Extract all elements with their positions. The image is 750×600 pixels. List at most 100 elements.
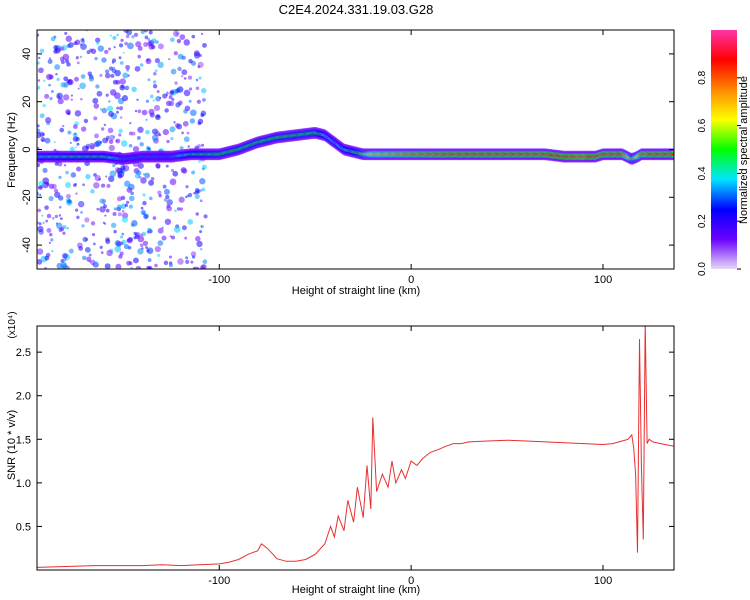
noise-point <box>173 51 178 56</box>
noise-point <box>199 178 206 185</box>
noise-point <box>39 113 45 119</box>
noise-point <box>99 245 103 249</box>
noise-point <box>116 33 119 37</box>
noise-point <box>165 164 169 168</box>
noise-point <box>44 205 49 210</box>
noise-point <box>197 160 201 163</box>
noise-point <box>66 227 69 230</box>
noise-point <box>188 99 192 103</box>
noise-point <box>195 212 199 216</box>
noise-point <box>164 218 172 225</box>
noise-point <box>78 246 84 251</box>
noise-point <box>146 227 152 233</box>
noise-point <box>112 79 118 85</box>
noise-point <box>147 147 151 151</box>
noise-point <box>154 69 158 73</box>
snr-y-tick-label: 0.5 <box>16 521 31 533</box>
noise-point <box>185 256 189 260</box>
noise-point <box>178 196 185 203</box>
noise-point <box>148 108 155 115</box>
noise-point <box>183 39 191 46</box>
noise-point <box>108 134 115 141</box>
noise-point <box>184 236 188 240</box>
noise-point <box>70 94 74 97</box>
noise-point <box>134 65 141 72</box>
noise-point <box>92 242 96 246</box>
noise-point <box>57 98 64 105</box>
noise-point <box>200 113 205 118</box>
noise-point <box>189 118 196 124</box>
noise-point <box>53 45 58 50</box>
noise-point <box>63 164 67 167</box>
noise-point <box>74 76 79 82</box>
noise-point <box>57 161 63 167</box>
noise-point <box>179 207 183 211</box>
noise-point <box>177 100 183 106</box>
noise-point <box>62 94 70 101</box>
noise-point <box>147 78 151 82</box>
noise-point <box>181 69 188 76</box>
noise-point <box>59 46 65 51</box>
noise-point <box>158 193 162 198</box>
noise-point <box>126 260 132 266</box>
noise-point <box>200 189 203 192</box>
spectrogram-marks <box>37 30 674 269</box>
noise-point <box>76 166 82 172</box>
noise-point <box>54 161 59 166</box>
noise-point <box>108 139 114 145</box>
spectrogram-y-axis-label: Frequency (Hz) <box>6 112 18 188</box>
noise-point <box>86 256 92 262</box>
noise-point <box>183 89 191 97</box>
noise-point <box>113 207 118 211</box>
noise-point <box>109 34 112 37</box>
noise-point <box>93 116 98 121</box>
noise-point <box>151 44 156 50</box>
spectrogram-x-tick-label: 0 <box>408 274 414 286</box>
noise-point <box>195 86 200 91</box>
noise-point <box>137 162 144 169</box>
snr-y-tick-label: 2.0 <box>16 391 31 403</box>
noise-point <box>169 126 176 133</box>
noise-point <box>156 90 160 93</box>
noise-point <box>190 251 197 257</box>
noise-point <box>200 224 204 229</box>
noise-point <box>108 47 111 51</box>
noise-point <box>37 124 40 128</box>
noise-point <box>148 196 153 201</box>
noise-point <box>153 72 157 76</box>
noise-point <box>109 170 117 178</box>
noise-point <box>48 83 51 87</box>
noise-point <box>100 127 105 131</box>
noise-point <box>79 55 82 58</box>
noise-point <box>195 266 200 269</box>
noise-point <box>66 110 71 115</box>
noise-point <box>108 144 115 152</box>
snr-y-axis-label: SNR (10 * v/v) <box>6 410 18 480</box>
noise-point <box>134 109 138 113</box>
spectrogram-x-ticks: -100 0 100 <box>208 30 612 286</box>
noise-point <box>200 32 204 36</box>
noise-point <box>152 99 155 102</box>
noise-point <box>166 204 171 209</box>
noise-point <box>193 191 196 195</box>
spectrogram-panel: -100 0 100 -40 -20 0 20 40 Height of straight … <box>6 29 675 297</box>
noise-point <box>168 100 175 107</box>
noise-point <box>104 214 107 217</box>
noise-point <box>119 251 124 256</box>
colorbar-tick-label: 0.4 <box>697 166 708 180</box>
noise-point <box>74 146 78 149</box>
noise-point <box>131 220 138 227</box>
noise-point <box>173 226 181 233</box>
noise-point <box>57 195 64 201</box>
noise-point <box>106 105 114 112</box>
noise-point <box>116 204 122 210</box>
noise-point <box>183 77 187 80</box>
noise-point <box>42 167 48 174</box>
noise-point <box>70 98 73 101</box>
noise-point <box>147 41 153 47</box>
noise-point <box>95 140 102 147</box>
snr-x-tick-label: 0 <box>408 575 414 587</box>
noise-point <box>67 199 72 204</box>
noise-point <box>62 253 68 259</box>
